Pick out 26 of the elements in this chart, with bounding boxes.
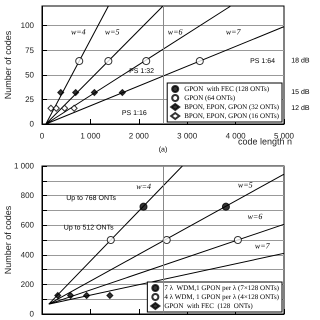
y-tick-label: 0	[30, 310, 35, 318]
annotation: w=6	[248, 212, 262, 221]
y-tick-label: 600	[20, 220, 35, 230]
annotation: w=4	[70, 27, 86, 36]
y-axis-title: Number of codes	[3, 30, 13, 100]
annotation: w=7	[226, 27, 242, 36]
x-tick-label: 1 000	[80, 132, 101, 140]
x-tick-label: 0	[40, 132, 45, 140]
x-tick-label: 2 000	[128, 132, 150, 140]
annotation: w=5	[238, 180, 253, 190]
y-tick-label: 0	[30, 120, 35, 128]
annotation: w=5	[104, 27, 120, 36]
y-tick-label: 400	[20, 250, 35, 260]
y-tick-label: 50	[25, 70, 35, 80]
y-tick-label: 800	[20, 191, 35, 200]
y-tick-label: 25	[25, 94, 35, 104]
annotation: w=7	[254, 241, 271, 250]
x-tick-label: 4 000	[226, 132, 246, 140]
y-tick-label: 1 000	[14, 162, 35, 170]
annotation: w=4	[136, 182, 152, 192]
y-tick-label: 200	[20, 280, 35, 289]
x-tick-label: 3 000	[177, 132, 198, 140]
annotation: w=6	[168, 27, 182, 36]
y-tick-label: 100	[20, 21, 35, 30]
y-tick-label: 75	[25, 46, 35, 55]
y-axis-title: Number of codes	[3, 205, 13, 274]
